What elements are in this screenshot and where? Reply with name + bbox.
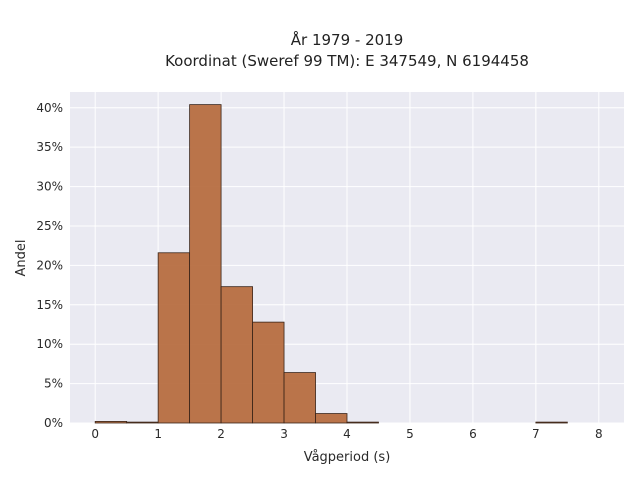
y-tick-label: 15% (36, 298, 63, 312)
y-tick-label: 40% (36, 101, 63, 115)
x-axis-ticks: 0 1 2 3 4 5 6 7 8 (91, 427, 602, 441)
x-tick-label: 8 (595, 427, 603, 441)
y-tick-label: 30% (36, 180, 63, 194)
chart-title: År 1979 - 2019 (291, 30, 404, 49)
x-tick-label: 5 (406, 427, 414, 441)
y-axis-ticks: 0% 5% 10% 15% 20% 25% 30% 35% 40% (36, 101, 63, 430)
histogram-bar (315, 413, 348, 424)
x-tick-label: 3 (280, 427, 288, 441)
histogram-bar (346, 421, 379, 424)
histogram-bar (252, 321, 285, 424)
histogram-bar (157, 252, 191, 424)
histogram-bar (220, 286, 253, 424)
y-tick-label: 20% (36, 258, 63, 272)
x-tick-label: 2 (217, 427, 225, 441)
bars (94, 104, 568, 424)
y-tick-label: 35% (36, 140, 63, 154)
x-tick-label: 4 (343, 427, 351, 441)
histogram-bar (283, 372, 316, 424)
x-axis-label: Vågperiod (s) (304, 450, 391, 465)
x-tick-label: 1 (154, 427, 162, 441)
y-tick-label: 25% (36, 219, 63, 233)
histogram-bar (126, 421, 159, 424)
y-tick-label: 0% (44, 416, 63, 430)
chart-subtitle: Koordinat (Sweref 99 TM): E 347549, N 61… (165, 52, 529, 70)
y-tick-label: 5% (44, 377, 63, 391)
x-tick-label: 7 (532, 427, 540, 441)
histogram-bar (94, 421, 128, 424)
histogram-bar (189, 104, 222, 424)
x-tick-label: 0 (91, 427, 99, 441)
x-tick-label: 6 (469, 427, 477, 441)
y-tick-label: 10% (36, 337, 63, 351)
y-axis-label: Andel (14, 240, 29, 277)
histogram-bar (535, 421, 568, 424)
